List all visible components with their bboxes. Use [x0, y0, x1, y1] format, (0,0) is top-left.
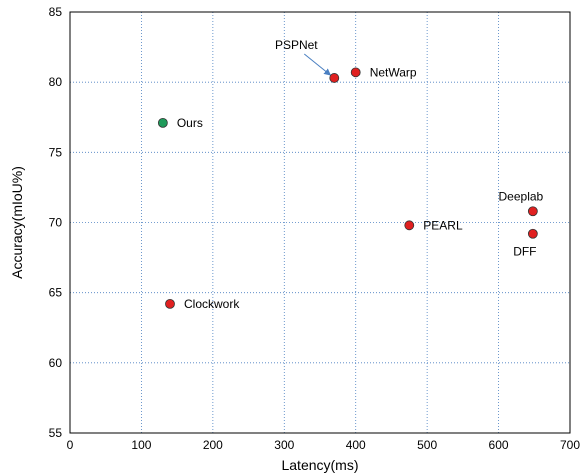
- x-tick-label: 600: [489, 438, 509, 452]
- data-point: [329, 73, 340, 83]
- point-label: Clockwork: [184, 297, 240, 311]
- x-tick-labels: 0 100 200 300 400 500 600 700: [67, 438, 581, 452]
- data-points: [157, 67, 538, 309]
- data-point: [165, 298, 175, 309]
- x-tick-label: 300: [274, 438, 294, 452]
- point-label: DFF: [513, 245, 536, 259]
- x-axis-label: Latency(ms): [281, 457, 358, 473]
- data-point: [404, 220, 415, 231]
- point-labels: Ours Clockwork PSPNet NetWarp PEARL Deeplab DF…: [177, 38, 544, 311]
- grid: [70, 12, 570, 433]
- data-point: [527, 206, 538, 217]
- data-point: [527, 228, 538, 239]
- annotation-arrow: [303, 53, 332, 76]
- y-axis-label: Accuracy(mIoU%): [9, 166, 25, 279]
- point-label: PSPNet: [275, 38, 318, 52]
- x-tick-label: 100: [131, 438, 151, 452]
- x-tick-label: 700: [560, 438, 580, 452]
- point-label: Ours: [177, 116, 203, 130]
- y-tick-label: 75: [49, 145, 63, 159]
- x-tick-label: 400: [346, 438, 366, 452]
- point-label: NetWarp: [370, 65, 417, 79]
- y-tick-labels: 55 60 65 70 75 80 85: [49, 5, 63, 440]
- y-tick-label: 70: [49, 216, 63, 230]
- point-label: PEARL: [423, 218, 463, 232]
- y-tick-label: 80: [49, 75, 63, 89]
- plot-frame: [69, 11, 571, 434]
- x-tick-label: 500: [417, 438, 437, 452]
- x-tick-label: 0: [67, 438, 74, 452]
- y-tick-label: 55: [49, 426, 63, 440]
- y-tick-label: 65: [49, 286, 63, 300]
- x-tick-label: 200: [203, 438, 223, 452]
- data-point: [350, 67, 361, 78]
- annotation-arrow-line: [303, 53, 332, 76]
- data-point: [157, 117, 168, 128]
- y-tick-label: 60: [49, 356, 63, 370]
- point-label: Deeplab: [499, 189, 544, 203]
- y-tick-label: 85: [49, 5, 63, 19]
